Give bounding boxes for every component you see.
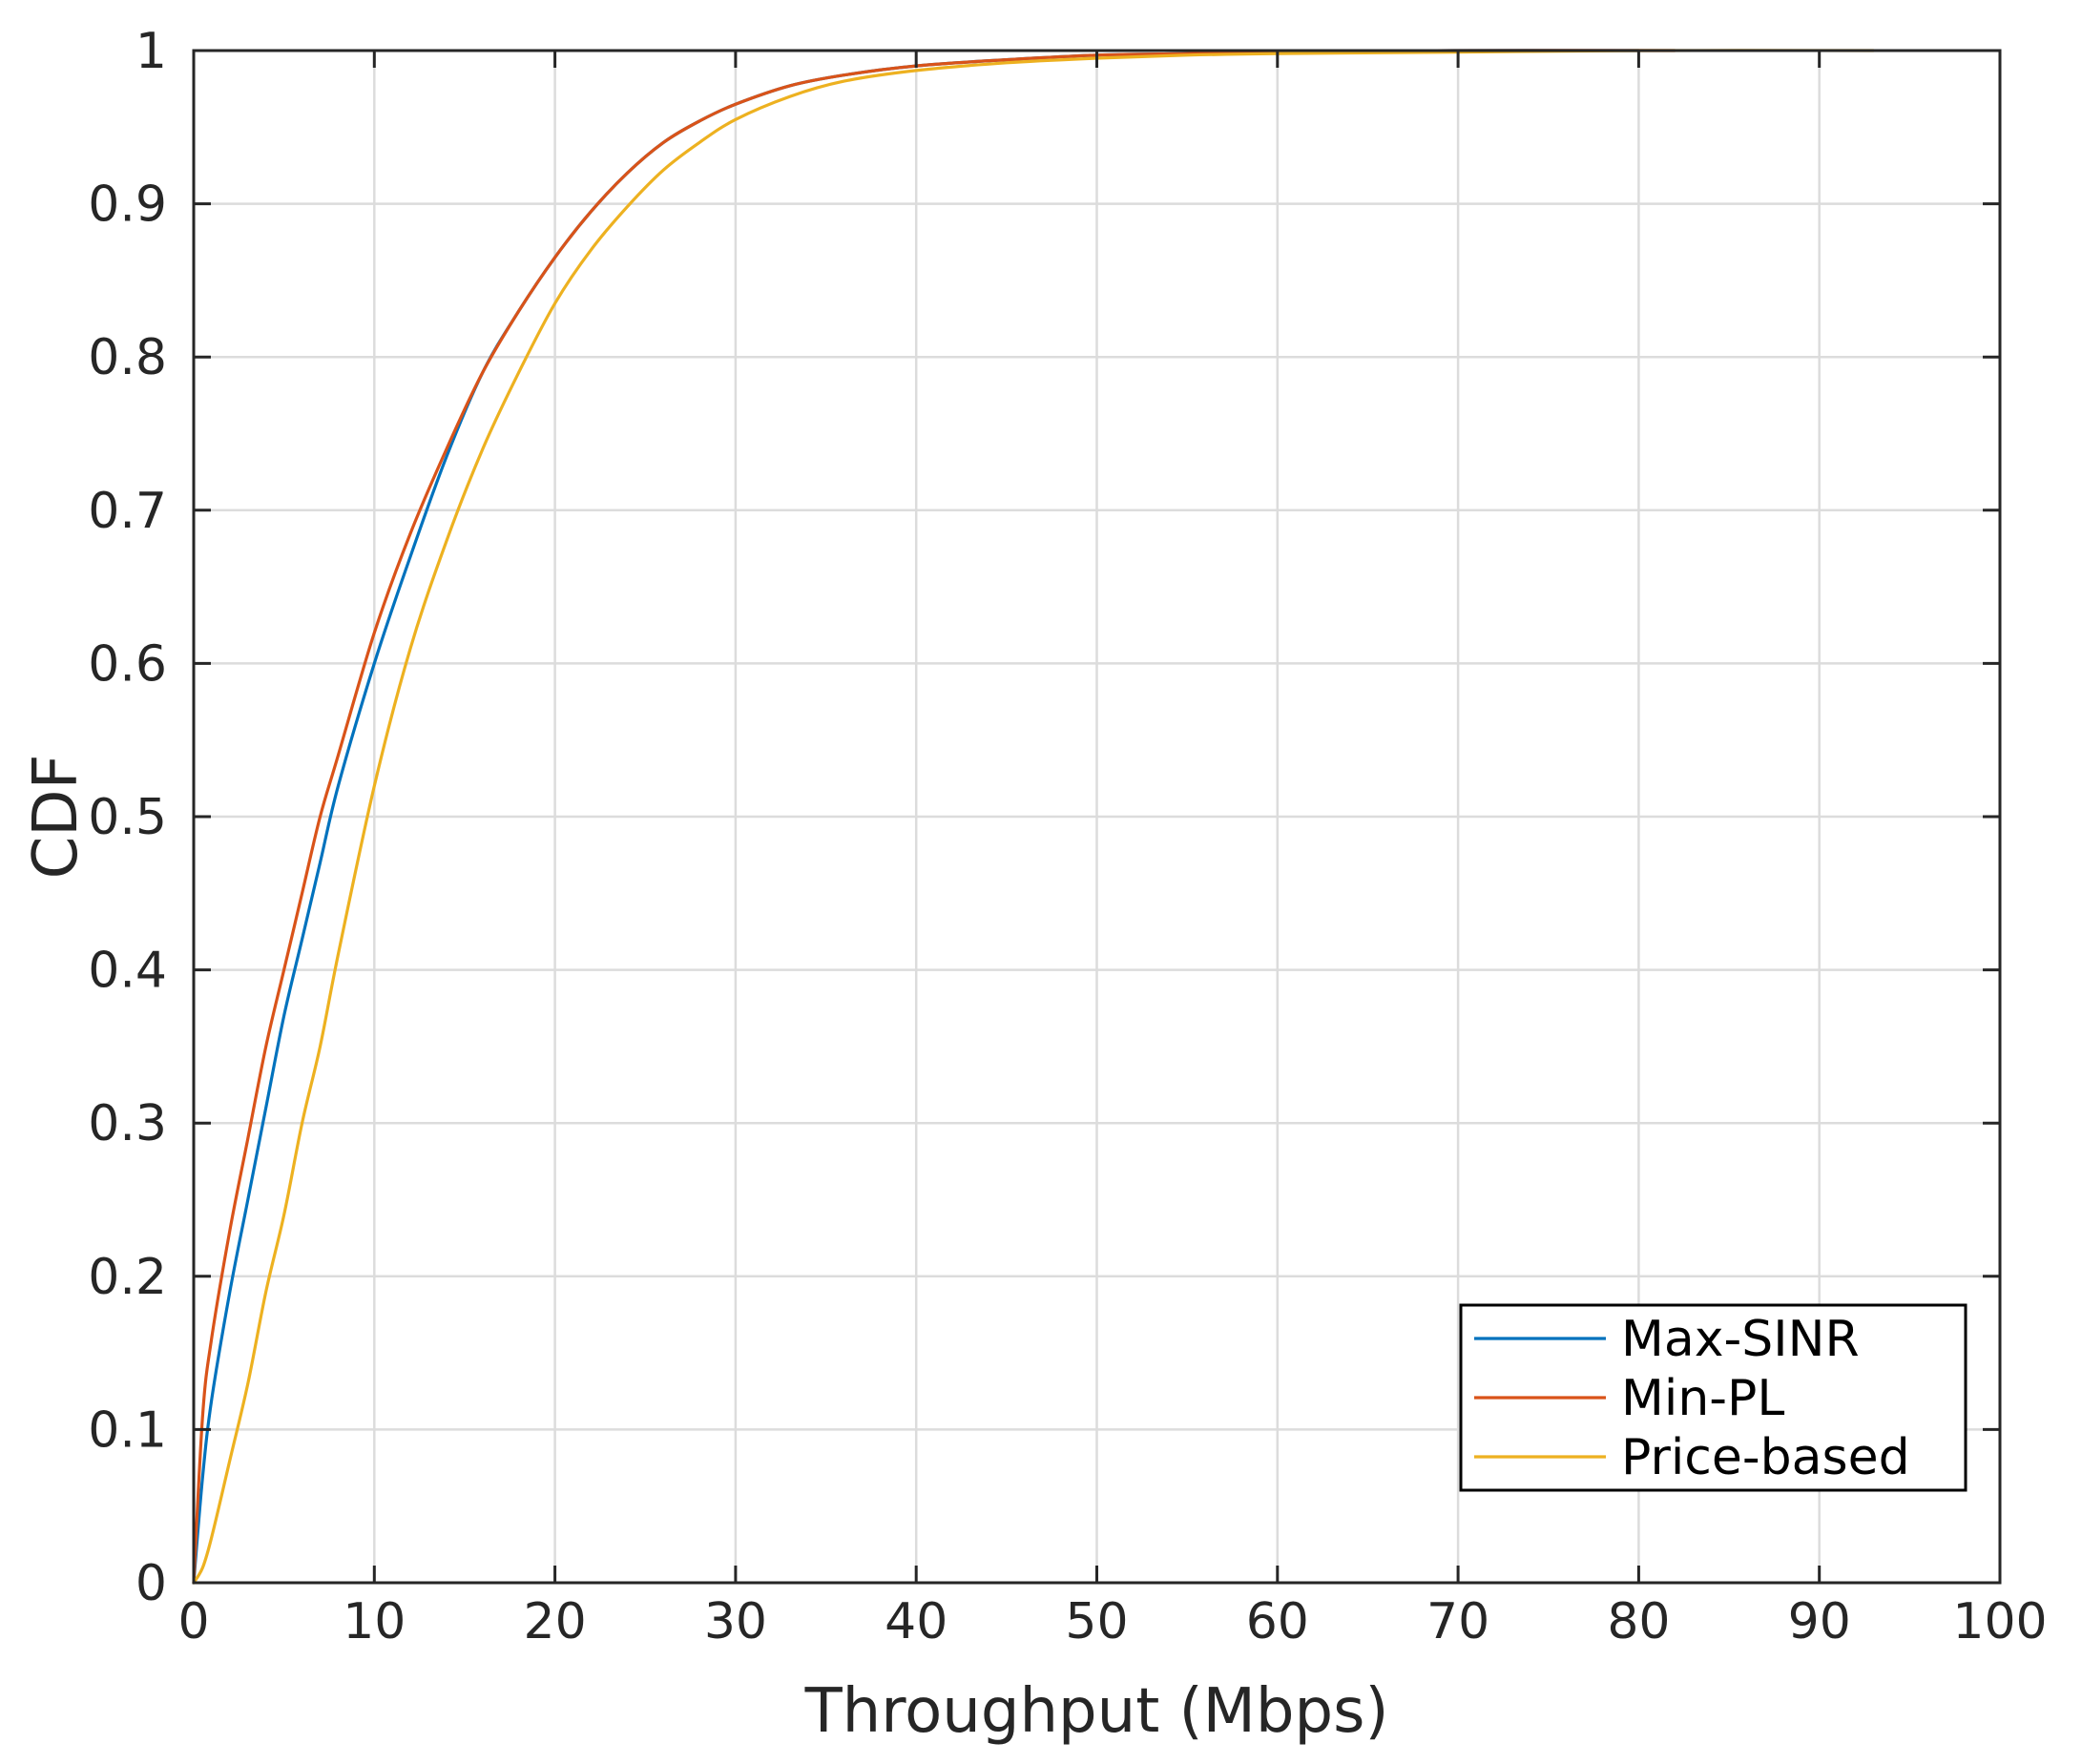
y-tick-label: 0.5 <box>88 789 167 846</box>
y-tick-labels: 0 0.1 0.2 0.3 0.4 0.5 0.6 0.7 0.8 0.9 1 <box>88 23 167 1612</box>
x-tick-label: 60 <box>1246 1593 1309 1650</box>
x-tick-label: 90 <box>1788 1593 1851 1650</box>
legend-label-price-based: Price-based <box>1621 1429 1910 1486</box>
y-tick-label: 0 <box>135 1555 167 1612</box>
y-tick-label: 0.8 <box>88 329 167 386</box>
x-tick-label: 30 <box>704 1593 767 1650</box>
x-tick-label: 80 <box>1607 1593 1670 1650</box>
y-tick-label: 0.7 <box>88 483 167 540</box>
legend-label-max-sinr: Max-SINR <box>1621 1311 1860 1368</box>
series-line-price-based <box>192 49 1876 1585</box>
y-tick-label: 0.2 <box>88 1249 167 1306</box>
ticks <box>192 49 2002 1585</box>
x-tick-label: 10 <box>343 1593 406 1650</box>
y-tick-label: 0.6 <box>88 635 167 693</box>
legend-label-min-pl: Min-PL <box>1621 1370 1784 1427</box>
x-axis-label: Throughput (Mbps) <box>804 1676 1389 1747</box>
y-tick-label: 0.9 <box>88 176 167 234</box>
y-tick-label: 1 <box>135 23 167 80</box>
x-tick-label: 0 <box>177 1593 209 1650</box>
x-tick-label: 50 <box>1065 1593 1128 1650</box>
y-tick-label: 0.1 <box>88 1401 167 1459</box>
x-tick-label: 20 <box>524 1593 587 1650</box>
y-axis-label: CDF <box>21 755 92 880</box>
x-tick-labels: 0 10 20 30 40 50 60 70 80 90 100 <box>177 1593 2047 1650</box>
x-tick-label: 100 <box>1952 1593 2047 1650</box>
x-tick-label: 40 <box>885 1593 947 1650</box>
y-tick-label: 0.4 <box>88 943 167 1000</box>
y-tick-label: 0.3 <box>88 1095 167 1152</box>
x-tick-label: 70 <box>1426 1593 1489 1650</box>
